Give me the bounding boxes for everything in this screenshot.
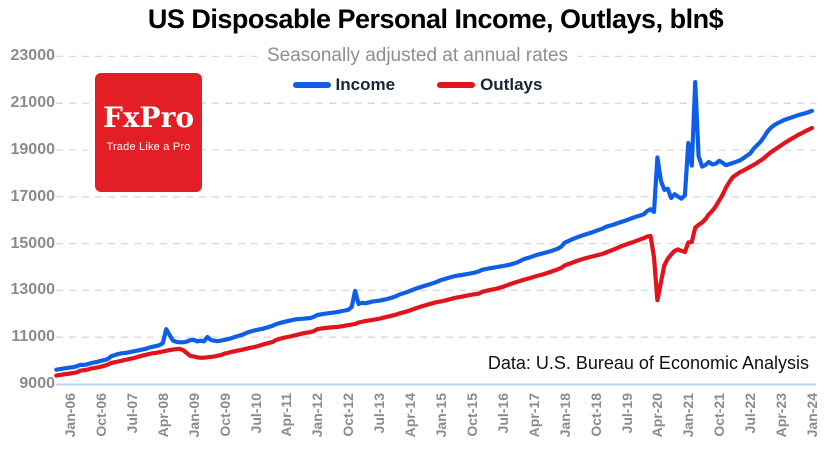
outlays-line-swatch [437,82,476,88]
legend-label-outlays: Outlays [480,75,543,94]
outlays-line [54,125,815,378]
legend-item-income: Income [292,75,396,95]
x-axis-label: Jan-21 [680,393,696,438]
chart-title: US Disposable Personal Income, Outlays, … [147,4,724,34]
x-axis-label: Jan-18 [557,393,573,438]
chart-subtitle-text: Seasonally adjusted at annual rates [256,45,579,67]
y-axis-label: 21000 [10,94,56,111]
x-axis-label: Apr-23 [773,393,789,438]
x-axis-label: Jul-10 [248,393,264,434]
x-axis-label: Oct-09 [217,393,233,437]
x-axis-label: Apr-08 [155,393,171,438]
x-axis-label: Jul-16 [495,393,511,434]
data-source-note: Data: U.S. Bureau of Economic Analysis [487,353,809,373]
fxpro-logo: FxPro Trade Like a Pro [95,73,202,192]
y-axis-label: 15000 [10,235,56,252]
legend-item-outlays: Outlays [437,75,542,95]
x-axis-label: Jan-24 [804,393,820,438]
legend: Income Outlays [0,75,835,95]
x-axis-label: Oct-21 [711,393,727,437]
y-axis-label: 23000 [10,47,56,64]
chart-subtitle: Seasonally adjusted at annual rates [0,45,835,67]
x-axis-label: Oct-18 [588,393,604,437]
x-axis-label: Oct-12 [340,393,356,437]
x-axis-label: Jan-09 [186,393,202,438]
y-axis-label: 17000 [10,188,56,205]
y-axis-label: 19000 [10,141,56,158]
y-axis-label: 13000 [10,281,56,298]
x-axis-label: Jan-15 [433,393,449,438]
x-axis-label: Jul-13 [371,393,387,434]
y-axis-label: 9000 [19,375,55,392]
x-axis-label: Apr-14 [402,393,418,438]
x-axis-label: Jan-12 [309,393,325,438]
x-axis-label: Jul-07 [124,393,140,434]
income-line-swatch [292,82,331,88]
income-line [54,80,815,372]
fxpro-logo-tagline: Trade Like a Pro [106,141,191,153]
x-axis-label: Oct-15 [464,393,480,437]
x-axis-label: Apr-17 [526,393,542,438]
x-axis-label: Jul-19 [619,393,635,434]
x-axis-label: Oct-06 [93,393,109,437]
x-axis-label: Apr-20 [649,393,665,438]
x-axis-label: Jul-22 [742,393,758,434]
legend-label-income: Income [335,75,396,94]
x-axis-label: Jan-06 [62,393,78,438]
x-axis-label: Apr-11 [278,393,294,437]
fxpro-logo-wordmark: FxPro [102,101,195,134]
y-axis-label: 11000 [11,328,55,345]
